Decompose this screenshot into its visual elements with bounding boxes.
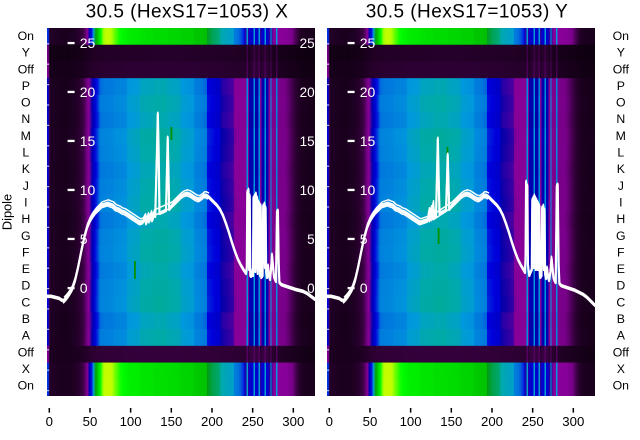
svg-text:A: A: [617, 329, 626, 343]
svg-text:Off: Off: [613, 345, 630, 359]
svg-text:150: 150: [440, 414, 462, 429]
svg-text:100: 100: [400, 414, 422, 429]
svg-text:10: 10: [80, 182, 96, 198]
svg-text:25: 25: [300, 36, 315, 51]
svg-text:250: 250: [522, 414, 544, 429]
svg-text:300: 300: [562, 414, 584, 429]
svg-text:D: D: [21, 279, 30, 293]
svg-text:I: I: [619, 196, 622, 210]
svg-text:M: M: [21, 129, 31, 143]
svg-text:Dipole: Dipole: [0, 194, 15, 230]
svg-text:O: O: [616, 96, 626, 110]
svg-text:10: 10: [300, 183, 315, 198]
svg-text:P: P: [22, 79, 30, 93]
svg-text:E: E: [617, 262, 625, 276]
svg-text:L: L: [22, 146, 29, 160]
svg-text:Off: Off: [18, 345, 35, 359]
svg-text:F: F: [617, 245, 625, 259]
svg-text:On: On: [18, 29, 35, 43]
svg-text:5: 5: [360, 231, 368, 247]
svg-text:Y: Y: [22, 46, 30, 60]
svg-text:L: L: [617, 146, 624, 160]
svg-text:E: E: [22, 262, 30, 276]
svg-text:X: X: [617, 362, 625, 376]
svg-text:Y: Y: [617, 46, 625, 60]
svg-text:50: 50: [83, 414, 98, 429]
svg-text:15: 15: [300, 134, 315, 149]
svg-text:20: 20: [360, 84, 376, 100]
svg-text:15: 15: [360, 133, 376, 149]
svg-text:H: H: [21, 212, 30, 226]
svg-text:100: 100: [120, 414, 142, 429]
svg-text:K: K: [617, 162, 626, 176]
svg-text:5: 5: [307, 232, 315, 247]
svg-text:On: On: [613, 379, 630, 393]
svg-text:20: 20: [300, 85, 315, 100]
svg-text:X: X: [22, 362, 30, 376]
svg-text:F: F: [22, 245, 30, 259]
svg-text:20: 20: [80, 84, 96, 100]
svg-text:Off: Off: [18, 62, 35, 76]
svg-text:C: C: [21, 295, 30, 309]
svg-text:On: On: [613, 29, 630, 43]
svg-text:On: On: [18, 379, 35, 393]
svg-text:30.5 (HexS17=1053) X: 30.5 (HexS17=1053) X: [86, 1, 289, 22]
svg-text:M: M: [616, 129, 626, 143]
svg-text:J: J: [618, 179, 624, 193]
svg-text:D: D: [616, 279, 625, 293]
svg-text:300: 300: [282, 414, 304, 429]
svg-text:P: P: [617, 79, 625, 93]
svg-text:30.5 (HexS17=1053) Y: 30.5 (HexS17=1053) Y: [366, 1, 568, 22]
svg-text:J: J: [23, 179, 29, 193]
svg-text:200: 200: [201, 414, 223, 429]
svg-text:10: 10: [360, 182, 376, 198]
svg-text:15: 15: [80, 133, 96, 149]
svg-text:0: 0: [46, 414, 53, 429]
svg-text:G: G: [21, 229, 31, 243]
svg-text:0: 0: [360, 280, 368, 296]
svg-text:B: B: [22, 312, 30, 326]
svg-text:K: K: [22, 162, 31, 176]
svg-text:250: 250: [242, 414, 264, 429]
svg-text:O: O: [21, 96, 31, 110]
svg-text:5: 5: [80, 231, 88, 247]
svg-text:N: N: [616, 112, 625, 126]
svg-text:Off: Off: [613, 62, 630, 76]
svg-text:0: 0: [307, 281, 315, 296]
svg-text:H: H: [616, 212, 625, 226]
svg-text:50: 50: [363, 414, 378, 429]
svg-text:B: B: [617, 312, 625, 326]
svg-text:200: 200: [481, 414, 503, 429]
svg-text:150: 150: [160, 414, 182, 429]
svg-text:C: C: [616, 295, 625, 309]
svg-text:G: G: [616, 229, 626, 243]
svg-text:25: 25: [360, 35, 376, 51]
svg-text:N: N: [21, 112, 30, 126]
svg-text:0: 0: [326, 414, 333, 429]
svg-text:A: A: [22, 329, 31, 343]
svg-text:0: 0: [80, 280, 88, 296]
svg-text:25: 25: [80, 35, 96, 51]
svg-text:I: I: [24, 196, 27, 210]
